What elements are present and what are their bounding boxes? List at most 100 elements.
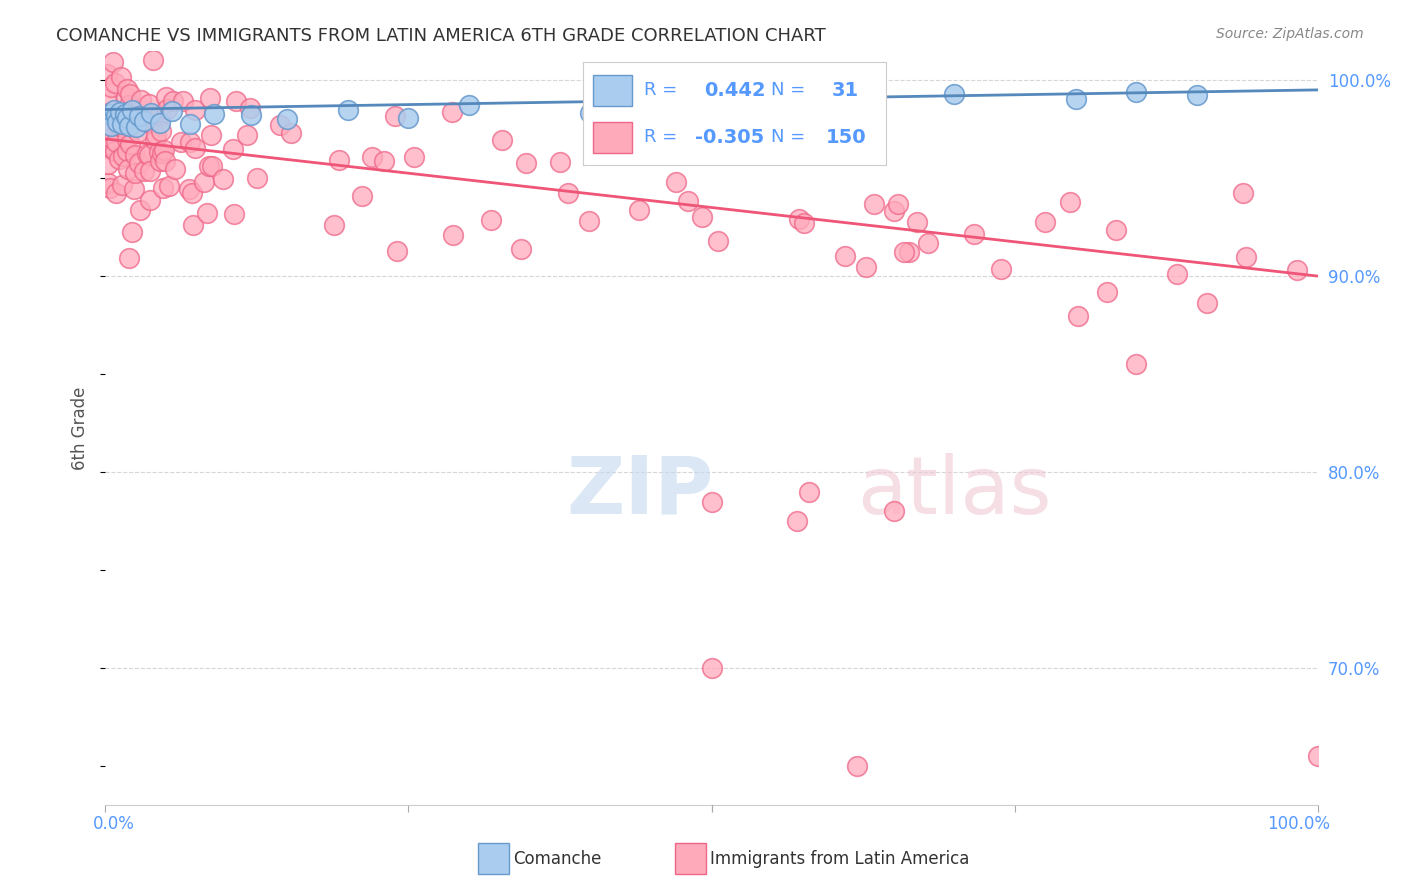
- Point: [239, 108, 262, 122]
- Point: [707, 235, 730, 249]
- Point: [149, 116, 172, 130]
- Point: [398, 111, 420, 125]
- Point: [821, 93, 844, 107]
- Point: [863, 197, 886, 211]
- Text: 0.442: 0.442: [704, 80, 766, 100]
- Point: [96, 92, 118, 106]
- Point: [212, 171, 235, 186]
- Point: [136, 115, 159, 129]
- Point: [157, 179, 180, 194]
- Point: [855, 260, 877, 274]
- Text: 150: 150: [825, 128, 866, 147]
- Point: [121, 103, 143, 117]
- Point: [105, 135, 128, 149]
- Point: [117, 162, 139, 177]
- Text: N =: N =: [770, 81, 806, 99]
- Point: [276, 112, 298, 126]
- Point: [179, 117, 201, 131]
- Point: [373, 153, 395, 168]
- Point: [1232, 186, 1254, 200]
- Point: [180, 186, 202, 200]
- Point: [100, 80, 122, 95]
- Point: [897, 245, 920, 260]
- Point: [797, 484, 820, 499]
- Point: [128, 109, 150, 123]
- Y-axis label: 6th Grade: 6th Grade: [72, 386, 89, 470]
- Point: [152, 144, 174, 158]
- Point: [793, 216, 815, 230]
- Point: [557, 186, 579, 200]
- Point: [834, 249, 856, 263]
- Point: [165, 162, 187, 177]
- Text: Source: ZipAtlas.com: Source: ZipAtlas.com: [1216, 27, 1364, 41]
- Point: [1234, 250, 1257, 264]
- Point: [124, 120, 146, 135]
- Point: [222, 142, 245, 156]
- Point: [124, 148, 146, 162]
- Point: [138, 97, 160, 112]
- Point: [1308, 749, 1330, 764]
- Point: [491, 133, 513, 147]
- Text: R =: R =: [644, 128, 678, 146]
- Point: [96, 67, 118, 81]
- Point: [128, 202, 150, 217]
- Point: [155, 102, 177, 116]
- Point: [222, 207, 245, 221]
- Point: [963, 227, 986, 242]
- Point: [1067, 309, 1090, 323]
- Point: [198, 91, 221, 105]
- Point: [114, 107, 136, 121]
- Text: R =: R =: [644, 81, 678, 99]
- Point: [440, 105, 463, 120]
- Point: [124, 166, 146, 180]
- Point: [107, 119, 129, 133]
- Point: [121, 225, 143, 239]
- Point: [97, 157, 120, 171]
- Point: [149, 154, 172, 169]
- Text: ZIP: ZIP: [567, 453, 713, 531]
- Point: [105, 186, 128, 201]
- Point: [108, 105, 131, 120]
- Point: [1166, 267, 1188, 281]
- Point: [402, 150, 425, 164]
- Point: [1064, 92, 1087, 106]
- Point: [184, 141, 207, 155]
- Point: [787, 211, 810, 226]
- Point: [1125, 85, 1147, 99]
- Point: [1033, 215, 1056, 229]
- Point: [128, 156, 150, 170]
- Text: Immigrants from Latin America: Immigrants from Latin America: [710, 850, 969, 868]
- Point: [97, 106, 120, 120]
- Point: [510, 242, 533, 256]
- Point: [1285, 263, 1308, 277]
- Point: [132, 114, 155, 128]
- Point: [139, 163, 162, 178]
- Point: [177, 181, 200, 195]
- Text: Comanche: Comanche: [513, 850, 602, 868]
- Point: [579, 105, 602, 120]
- Point: [323, 218, 346, 232]
- Point: [360, 150, 382, 164]
- Point: [441, 227, 464, 242]
- Point: [479, 213, 502, 227]
- Point: [246, 171, 269, 186]
- Point: [179, 135, 201, 149]
- Point: [120, 136, 142, 151]
- Point: [202, 107, 225, 121]
- Point: [129, 112, 152, 126]
- Point: [112, 120, 135, 135]
- Point: [269, 118, 291, 132]
- Text: 100.0%: 100.0%: [1267, 815, 1330, 833]
- Point: [115, 114, 138, 128]
- Point: [336, 103, 359, 117]
- Point: [458, 98, 481, 112]
- Point: [676, 194, 699, 208]
- Point: [548, 154, 571, 169]
- Point: [118, 119, 141, 133]
- Point: [141, 106, 163, 120]
- Point: [105, 115, 128, 129]
- Point: [117, 97, 139, 112]
- Point: [111, 117, 134, 131]
- Point: [1059, 195, 1081, 210]
- Point: [141, 116, 163, 130]
